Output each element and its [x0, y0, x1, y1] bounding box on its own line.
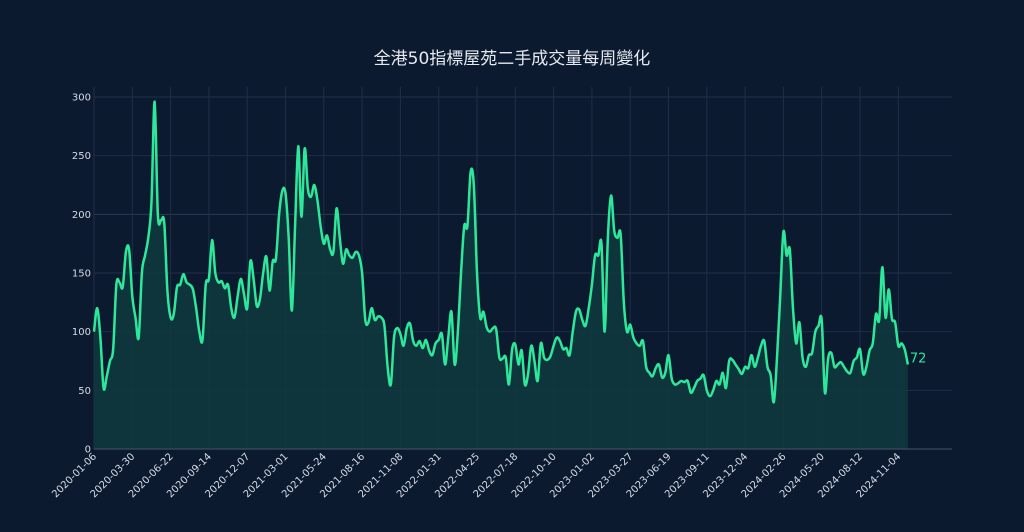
- y-tick-label: 0: [85, 445, 91, 456]
- y-tick-label: 100: [72, 327, 91, 338]
- chart-title: 全港50指標屋苑二手成交量每周變化: [373, 49, 651, 69]
- last-value-label: 72: [910, 352, 927, 367]
- y-tick-label: 50: [78, 386, 91, 397]
- x-axis-ticks: 2020-01-062020-03-302020-06-222020-09-14…: [50, 451, 903, 500]
- y-tick-label: 250: [72, 151, 91, 162]
- y-axis-ticks: 0 50 100 150 200 250 300: [72, 93, 91, 456]
- y-tick-label: 200: [72, 210, 91, 221]
- data-line: [92, 100, 910, 404]
- y-tick-label: 300: [72, 93, 91, 104]
- y-tick-label: 150: [72, 269, 91, 280]
